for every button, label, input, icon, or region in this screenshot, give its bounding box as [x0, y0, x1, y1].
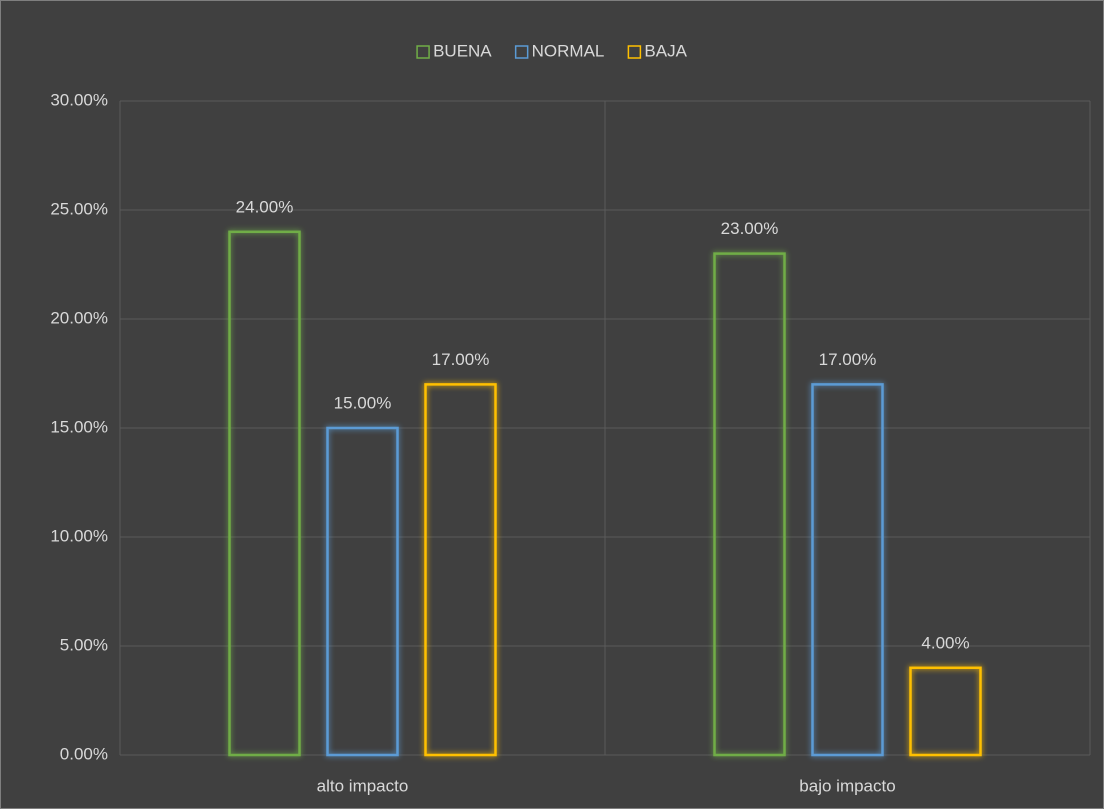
y-tick-label: 10.00%	[50, 526, 108, 545]
data-label: 4.00%	[921, 633, 969, 652]
legend-swatch	[627, 45, 642, 59]
legend-label: BUENA	[433, 41, 492, 60]
data-label: 24.00%	[236, 197, 294, 216]
bar	[811, 383, 884, 757]
x-tick-label: bajo impacto	[799, 776, 895, 795]
bar	[326, 426, 399, 757]
bar	[713, 252, 786, 757]
y-tick-label: 15.00%	[50, 417, 108, 436]
bar	[424, 383, 497, 757]
bar	[909, 666, 982, 757]
y-tick-label: 20.00%	[50, 308, 108, 327]
legend-label: NORMAL	[532, 41, 605, 60]
x-tick-label: alto impacto	[317, 776, 409, 795]
y-tick-label: 25.00%	[50, 199, 108, 218]
data-label: 17.00%	[432, 350, 490, 369]
data-label: 17.00%	[819, 350, 877, 369]
y-tick-label: 30.00%	[50, 90, 108, 109]
bar	[228, 230, 301, 757]
data-label: 15.00%	[334, 393, 392, 412]
y-tick-label: 0.00%	[60, 744, 108, 763]
legend-swatch	[514, 45, 529, 59]
legend-swatch	[416, 45, 430, 59]
data-label: 23.00%	[721, 219, 779, 238]
legend-label: BAJA	[644, 41, 687, 60]
y-tick-label: 5.00%	[60, 635, 108, 654]
